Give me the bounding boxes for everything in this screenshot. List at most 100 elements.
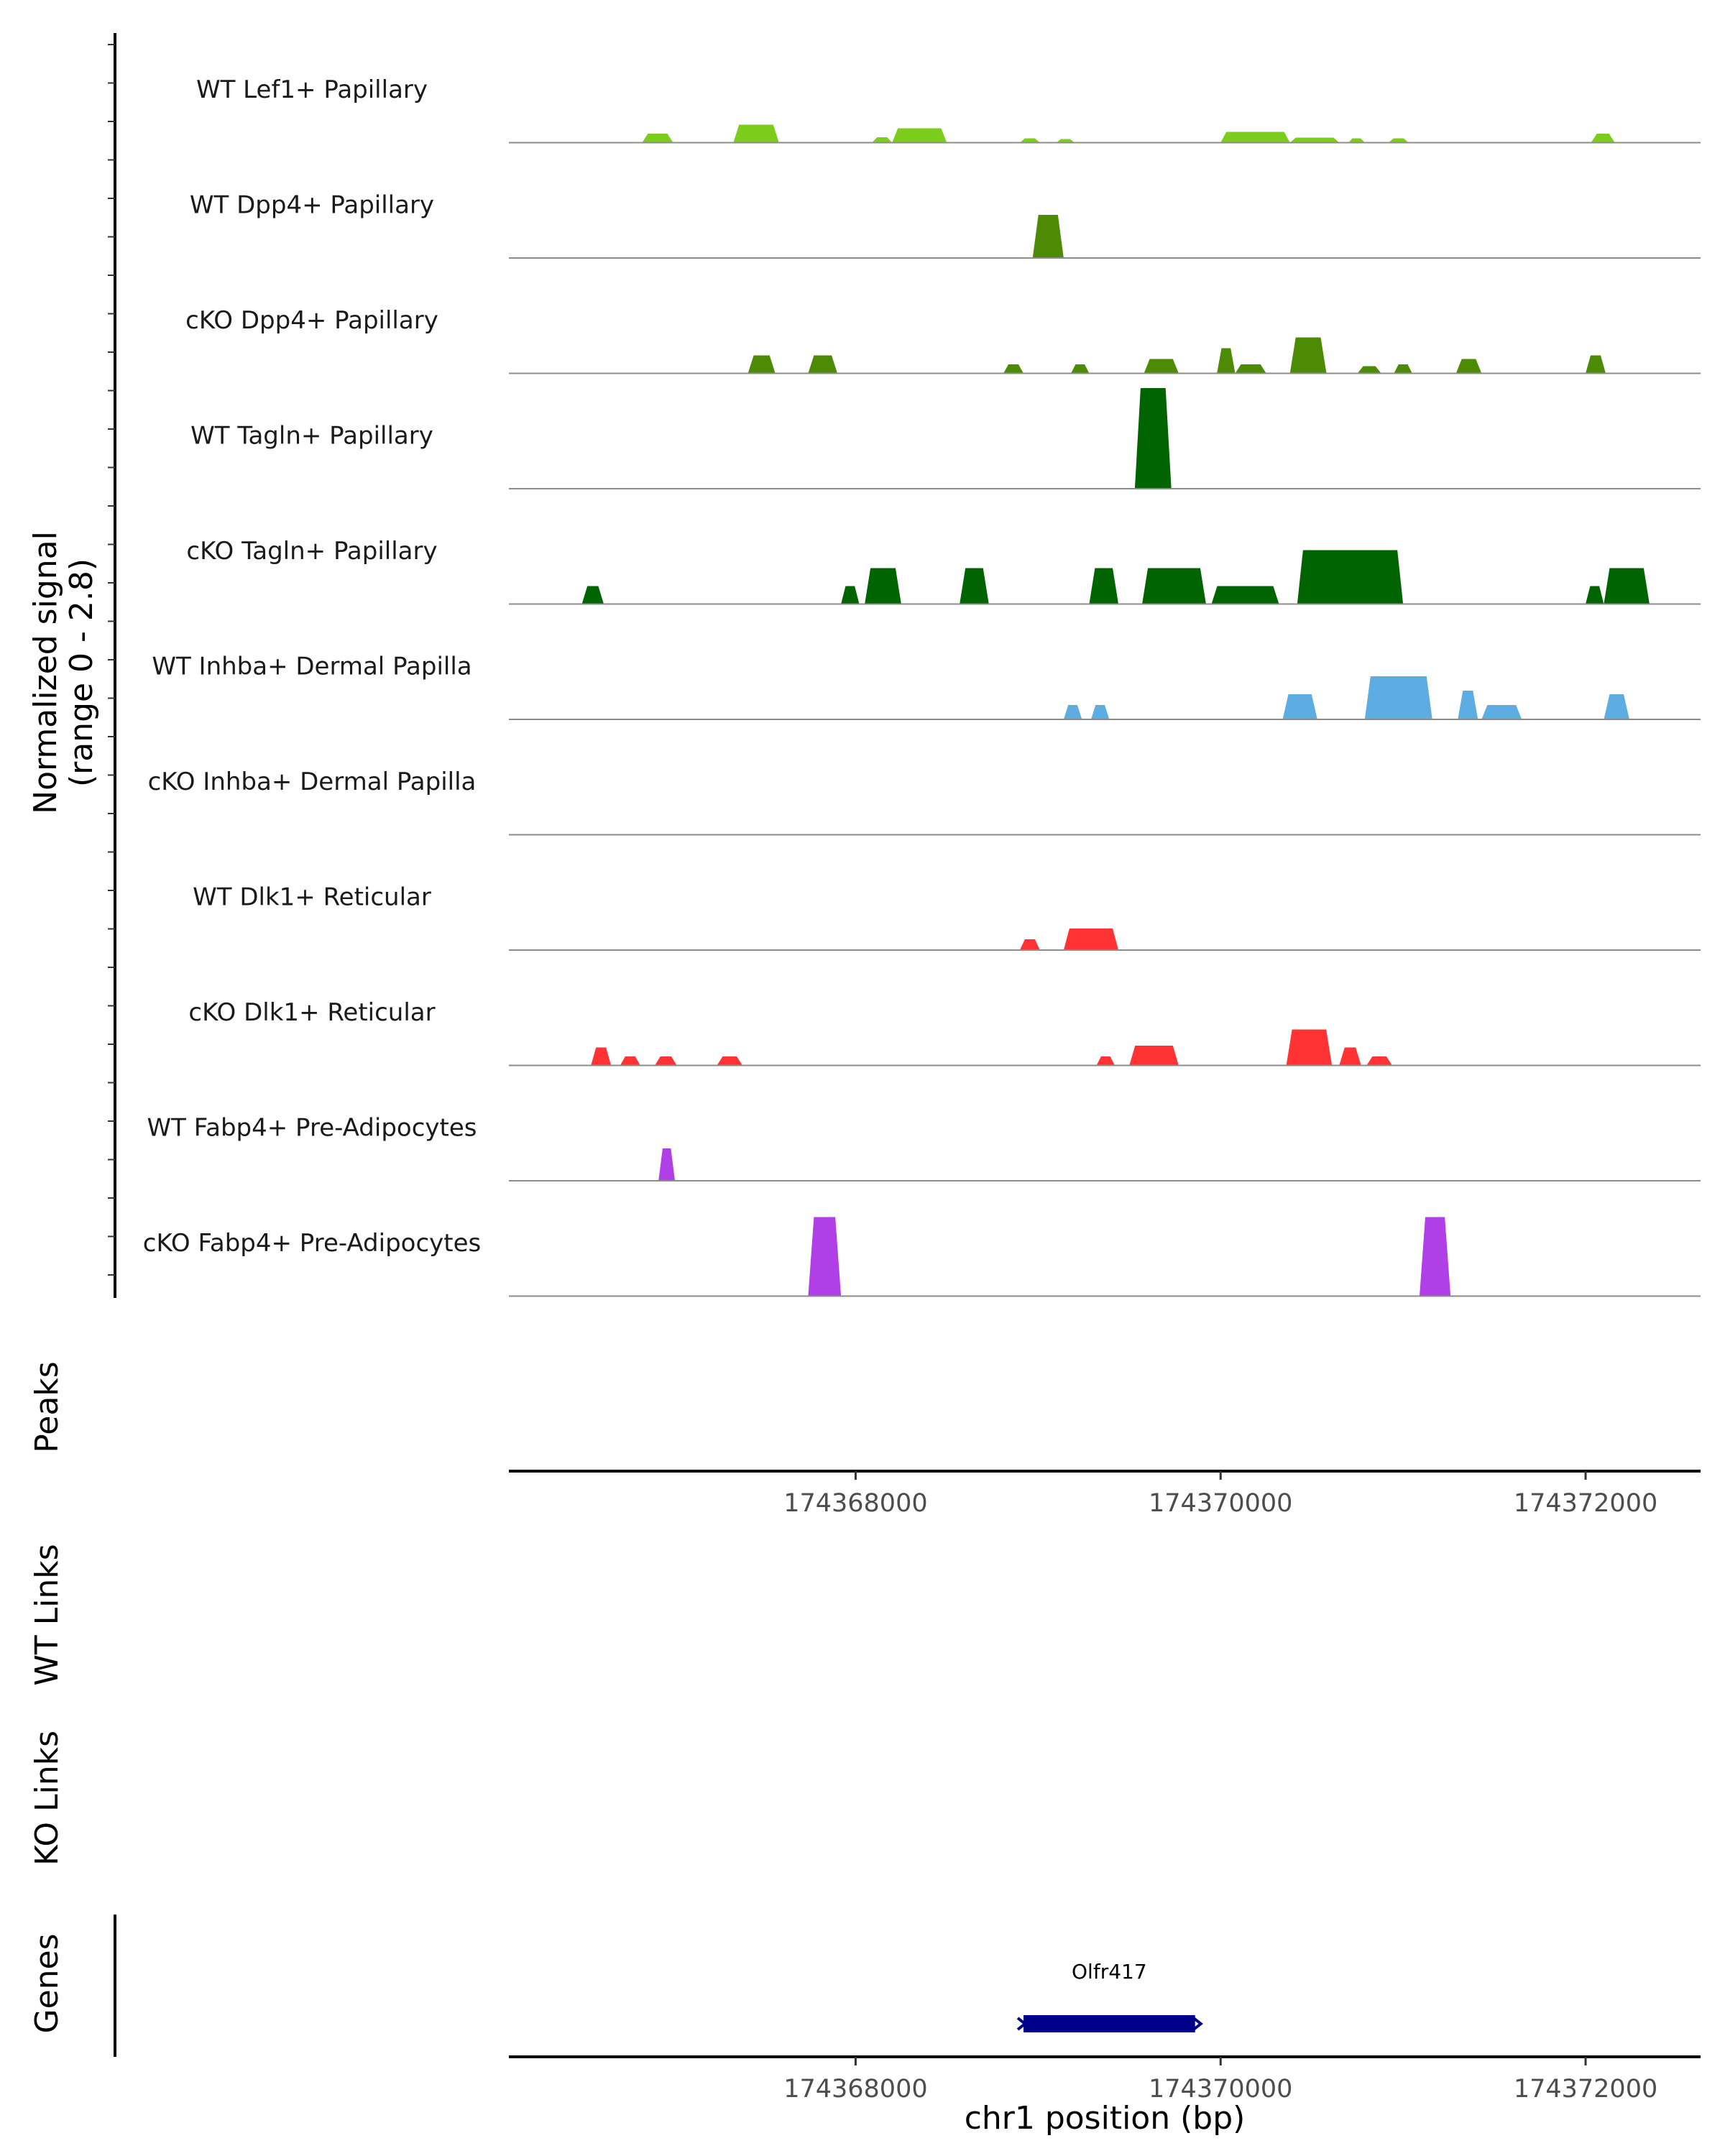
genes-x-axis-ticks: 174368000 174370000 174372000 [783, 2057, 1657, 2104]
signal-peak [1129, 1046, 1179, 1066]
signal-peak [1455, 359, 1482, 374]
signal-peak [1144, 359, 1179, 374]
signal-peak [960, 568, 989, 604]
signal-peak [1388, 138, 1409, 143]
track-label: cKO Tagln+ Papillary [186, 537, 437, 566]
track-11: cKO Fabp4+ Pre-Adipocytes [143, 1217, 1701, 1297]
signal-peak [1357, 366, 1381, 374]
signal-peak [748, 355, 776, 374]
signal-peak [1142, 568, 1206, 604]
signal-peak [808, 355, 838, 374]
track-7: cKO Inhba+ Dermal Papilla [148, 768, 1701, 836]
signal-peak [717, 1056, 742, 1066]
track-9: cKO Dlk1+ Reticular [188, 998, 1701, 1067]
signal-peak [1235, 364, 1266, 374]
x-tick-label: 174372000 [1514, 2075, 1657, 2104]
signal-peak [1604, 694, 1629, 719]
signal-peak [1591, 134, 1615, 143]
track-label: WT Lef1+ Papillary [196, 75, 428, 104]
track-1: WT Lef1+ Papillary [196, 75, 1701, 144]
signal-peak [1366, 1056, 1392, 1066]
signal-peak [1481, 705, 1522, 719]
signal-peak [1134, 388, 1172, 489]
signal-peak [841, 586, 860, 604]
gene-olfr417: Olfr417 [1016, 1960, 1203, 2032]
track-2: WT Dpp4+ Papillary [190, 191, 1701, 259]
peaks-panel-label: Peaks [29, 1361, 65, 1452]
track-label: WT Tagln+ Papillary [190, 422, 433, 451]
x-tick-label: 174370000 [1149, 1489, 1292, 1518]
genes-panel-label: Genes [29, 1933, 65, 2033]
signal-peak [1364, 676, 1432, 719]
signal-peak [1217, 348, 1236, 374]
signal-peak [892, 128, 947, 143]
signal-peak [658, 1148, 676, 1181]
gene-strand-marker-start [1016, 2017, 1028, 2031]
signal-peak [1096, 1056, 1115, 1066]
signal-peak [1071, 364, 1090, 374]
x-tick-label: 174368000 [783, 1489, 927, 1518]
track-4: WT Tagln+ Papillary [190, 388, 1701, 489]
track-3: cKO Dpp4+ Papillary [185, 306, 1701, 374]
signal-peak [1063, 705, 1082, 719]
x-tick-label: 174368000 [783, 2075, 927, 2104]
signal-peak [733, 124, 779, 143]
x-axis-label: chr1 position (bp) [965, 2100, 1246, 2137]
track-6: WT Inhba+ Dermal Papilla [152, 653, 1701, 720]
gene-body [1024, 2015, 1195, 2032]
ko-links-panel-label: KO Links [29, 1731, 65, 1866]
signal-peak [1586, 586, 1604, 604]
signal-peak [591, 1047, 612, 1066]
signal-peak [1063, 929, 1119, 950]
track-label: WT Dpp4+ Papillary [190, 191, 434, 220]
signal-peak [655, 1056, 677, 1066]
track-label: cKO Dlk1+ Reticular [188, 998, 435, 1027]
signal-peak [1604, 568, 1650, 604]
track-label: WT Dlk1+ Reticular [193, 883, 431, 912]
signal-peak [1289, 337, 1327, 374]
signal-peak [1394, 364, 1412, 374]
signal-peak [1090, 705, 1110, 719]
signal-peak [1019, 939, 1040, 950]
signal-peak [1458, 691, 1478, 719]
x-tick-label: 174372000 [1514, 1489, 1657, 1518]
track-8: WT Dlk1+ Reticular [193, 883, 1701, 951]
gene-strand-marker-end [1192, 2017, 1203, 2031]
gene-annotations: Olfr417 [1016, 1960, 1203, 2032]
signal-peak [1032, 215, 1064, 258]
signal-peak [1019, 138, 1040, 143]
signal-peak [872, 137, 893, 143]
signal-peak [642, 134, 673, 143]
track-5: cKO Tagln+ Papillary [186, 537, 1701, 605]
signal-peak [1056, 139, 1075, 143]
signal-peak [1289, 137, 1340, 143]
signal-peak [1220, 132, 1290, 143]
signal-peak [1419, 1217, 1451, 1296]
wt-links-panel-label: WT Links [29, 1544, 65, 1685]
track-10: WT Fabp4+ Pre-Adipocytes [147, 1114, 1701, 1181]
signal-peak [1339, 1047, 1361, 1066]
track-label: cKO Fabp4+ Pre-Adipocytes [143, 1229, 482, 1258]
signal-peak [1089, 568, 1119, 604]
track-label: cKO Inhba+ Dermal Papilla [148, 768, 477, 796]
signal-peak [865, 568, 901, 604]
y-axis-label-line2: (range 0 - 2.8) [63, 558, 100, 787]
track-label: cKO Dpp4+ Papillary [185, 306, 438, 335]
signal-axis-ticks [108, 44, 115, 1276]
signal-peak [1282, 694, 1317, 719]
signal-peak [1211, 586, 1279, 604]
gene-label: Olfr417 [1072, 1960, 1147, 1984]
signal-peak [808, 1217, 842, 1296]
coverage-tracks: WT Lef1+ Papillary WT Dpp4+ Papillary cKO … [143, 75, 1701, 1297]
track-label: WT Fabp4+ Pre-Adipocytes [147, 1114, 477, 1143]
x-tick-label: 174370000 [1149, 2075, 1292, 2104]
signal-peak [1003, 364, 1024, 374]
signal-peak [1297, 550, 1404, 604]
signal-peak [620, 1056, 640, 1066]
y-axis-label-line1: Normalized signal [27, 531, 64, 814]
signal-peak [1286, 1029, 1333, 1066]
signal-peak [1586, 355, 1606, 374]
track-label: WT Inhba+ Dermal Papilla [152, 653, 472, 681]
signal-peak [581, 586, 604, 604]
